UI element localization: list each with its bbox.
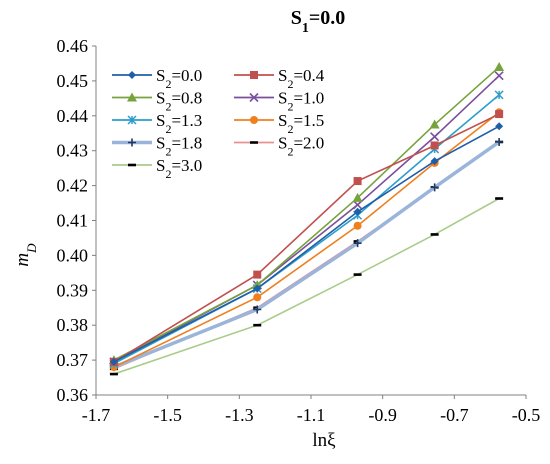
plot-area — [108, 61, 505, 376]
y-tick-label: 0.45 — [57, 71, 89, 91]
x-tick-label: -1.5 — [153, 405, 182, 425]
legend-item: S2=1.5 — [234, 111, 324, 136]
y-tick-label: 0.46 — [57, 36, 89, 56]
chart-title: S1=0.0 — [291, 7, 346, 36]
series-line — [109, 197, 504, 376]
data-point — [430, 183, 439, 192]
data-point — [253, 323, 262, 327]
series-path — [113, 197, 500, 375]
legend-item: S2=2.0 — [234, 134, 324, 159]
data-point — [250, 116, 258, 124]
data-point — [128, 138, 136, 147]
y-tick-label: 0.39 — [57, 280, 89, 300]
data-point — [109, 372, 118, 376]
legend-item: S2=3.0 — [112, 156, 202, 181]
legend-item: S2=1.0 — [234, 89, 324, 114]
y-tick-label: 0.44 — [57, 106, 89, 126]
data-point — [353, 239, 362, 248]
legend-label: S2=1.5 — [278, 111, 324, 136]
legend-label: S2=3.0 — [156, 156, 202, 181]
y-tick-label: 0.36 — [57, 385, 89, 405]
legend-label: S2=1.8 — [156, 134, 202, 159]
axes: 0.36 0.37 0.38 0.39 0.40 0.41 0.42 0.43 0.44 0.45… — [57, 36, 541, 425]
legend-item: S2=1.3 — [112, 111, 202, 136]
data-point — [353, 177, 362, 186]
data-point — [430, 233, 439, 236]
legend-label: S2=2.0 — [278, 134, 324, 159]
x-tick-label: -0.7 — [440, 405, 469, 425]
legend-label: S2=1.0 — [278, 89, 324, 114]
x-axis-label: lnξ — [312, 430, 336, 451]
data-point — [495, 197, 504, 200]
data-point — [353, 200, 363, 210]
data-point — [352, 192, 363, 202]
x-tick-label: -0.9 — [368, 405, 397, 425]
legend-label: S2=0.4 — [278, 66, 325, 91]
y-tick-label: 0.38 — [57, 315, 89, 335]
data-point — [494, 71, 504, 81]
legend-item: S2=0.4 — [234, 66, 325, 91]
data-point — [495, 137, 504, 146]
data-point — [430, 141, 439, 150]
data-point — [494, 61, 505, 71]
y-axis-label: mD — [12, 243, 39, 267]
x-tick-label: -0.5 — [512, 405, 541, 425]
x-tick-label: -1.7 — [82, 405, 111, 425]
y-tick-label: 0.40 — [57, 245, 89, 265]
series-line — [109, 137, 504, 372]
data-point — [253, 284, 262, 293]
data-point — [495, 110, 504, 119]
legend-item: S2=0.8 — [112, 89, 202, 114]
series-path — [113, 141, 500, 370]
x-tick-label: -1.3 — [225, 405, 254, 425]
x-tick-label: -1.1 — [297, 405, 326, 425]
data-point — [127, 92, 137, 102]
legend-item: S2=1.8 — [112, 134, 202, 159]
data-point — [430, 132, 440, 142]
data-point — [430, 157, 439, 166]
data-point — [253, 293, 262, 302]
legend-label: S2=1.3 — [156, 111, 202, 136]
y-tick-label: 0.37 — [57, 350, 89, 370]
y-tick-label: 0.43 — [57, 141, 89, 161]
y-tick-label: 0.42 — [57, 176, 89, 196]
data-point — [494, 90, 504, 100]
legend: S2=0.0 S2=0.4 S2=0.8 S2=1.0 S2=1.3 S2=1.5 S2=1… — [112, 66, 325, 181]
data-point — [353, 273, 362, 276]
data-point — [127, 115, 137, 125]
data-point — [109, 357, 118, 366]
data-point — [253, 305, 262, 314]
data-point — [253, 270, 262, 279]
legend-item: S2=0.0 — [112, 66, 202, 91]
data-point — [249, 92, 259, 103]
series-line — [109, 122, 504, 366]
data-point — [353, 207, 362, 216]
legend-label: S2=0.8 — [156, 89, 202, 114]
data-point — [429, 119, 440, 129]
data-point — [250, 71, 258, 79]
data-point — [495, 122, 504, 131]
data-point — [128, 71, 136, 79]
data-point — [128, 163, 136, 167]
data-point — [250, 141, 258, 144]
legend-label: S2=0.0 — [156, 66, 202, 91]
y-tick-label: 0.41 — [57, 211, 89, 231]
data-point — [353, 221, 362, 230]
